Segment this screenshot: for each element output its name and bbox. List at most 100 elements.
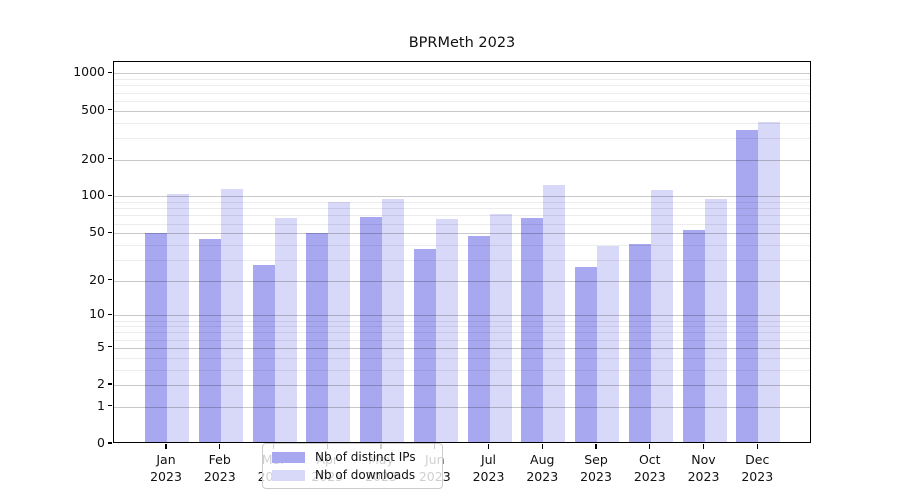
bar-distinct-ips-apr <box>306 233 329 442</box>
bar-downloads-nov <box>704 198 727 442</box>
y-tick-mark <box>107 231 112 233</box>
bar-distinct-ips-nov <box>682 230 705 442</box>
bar-distinct-ips-mar <box>252 265 275 442</box>
bar-downloads-mar <box>274 217 297 442</box>
legend-item-distinct-ips: Nb of distinct IPs <box>272 450 434 464</box>
bar-downloads-dec <box>758 121 781 442</box>
x-tick-mark <box>487 444 490 449</box>
y-tick-label: 200 <box>81 150 105 166</box>
y-tick-label: 0 <box>97 435 105 450</box>
x-tick-mark <box>756 444 758 449</box>
grid-line-minor <box>114 369 810 371</box>
bar-distinct-ips-jul <box>467 236 490 442</box>
y-tick-mark <box>107 346 112 348</box>
grid-line-major <box>114 406 810 408</box>
bar-distinct-ips-dec <box>736 130 759 442</box>
grid-line-minor <box>114 259 810 261</box>
grid-line-major <box>114 385 810 387</box>
bar-downloads-feb <box>220 189 243 442</box>
y-tick-label: 500 <box>81 101 105 117</box>
bar-distinct-ips-aug <box>521 218 544 442</box>
bar-downloads-jan <box>167 193 189 442</box>
x-tick-label: Dec 2023 <box>741 452 774 484</box>
grid-line-minor <box>114 223 810 225</box>
grid-line-major <box>114 347 810 349</box>
grid-line-major <box>114 315 810 317</box>
grid-layer <box>114 62 810 442</box>
bar-downloads-oct <box>650 189 673 442</box>
bar-distinct-ips-jun <box>413 248 436 442</box>
x-tick-label: Jan 2023 <box>150 452 182 484</box>
grid-line-minor <box>114 332 810 334</box>
x-tick-mark <box>702 444 705 449</box>
grid-line-minor <box>114 320 810 322</box>
y-tick-label: 100 <box>81 187 105 203</box>
grid-line-minor <box>114 357 810 359</box>
y-tick-mark <box>107 405 112 407</box>
x-tick-label: Nov 2023 <box>687 452 720 484</box>
legend-swatch-distinct-ips <box>272 451 305 463</box>
y-tick-label: 10 <box>89 306 105 322</box>
grid-line-minor <box>114 85 810 87</box>
y-tick-label: 50 <box>89 224 105 240</box>
grid-line-major <box>114 233 810 235</box>
bar-distinct-ips-feb <box>198 238 221 442</box>
grid-line-major <box>114 110 810 112</box>
bar-downloads-jul <box>489 213 512 442</box>
legend: Nb of distinct IPs Nb of downloads <box>262 443 443 489</box>
bar-downloads-sep <box>597 246 619 442</box>
bar-distinct-ips-jan <box>145 233 167 442</box>
x-tick-mark <box>219 444 221 449</box>
plot-area <box>113 61 811 443</box>
legend-label-downloads: Nb of downloads <box>315 468 416 482</box>
legend-item-downloads: Nb of downloads <box>272 468 434 482</box>
grid-line-minor <box>114 122 810 124</box>
grid-line-major <box>114 73 810 75</box>
y-tick-mark <box>107 442 112 444</box>
chart-title: BPRMeth 2023 <box>408 35 516 51</box>
y-tick-mark <box>107 194 112 197</box>
x-tick-label: Aug 2023 <box>526 452 559 484</box>
grid-line-minor <box>114 100 810 102</box>
grid-line-minor <box>114 79 810 81</box>
bar-distinct-ips-sep <box>575 267 597 442</box>
grid-line-minor <box>114 137 810 139</box>
x-tick-label: Jul 2023 <box>472 452 505 484</box>
grid-line-minor <box>114 339 810 341</box>
bar-downloads-may <box>382 198 404 442</box>
x-tick-mark <box>165 444 167 449</box>
y-tick-label: 1000 <box>73 64 105 80</box>
x-tick-label: Oct 2023 <box>633 452 666 484</box>
grid-line-minor <box>114 92 810 94</box>
grid-line-major <box>114 196 810 198</box>
grid-line-minor <box>114 208 810 210</box>
x-tick-mark <box>541 444 543 449</box>
bar-downloads-apr <box>328 202 351 442</box>
bar-distinct-ips-oct <box>628 243 651 442</box>
x-tick-label: Feb 2023 <box>203 452 236 484</box>
bar-distinct-ips-may <box>360 216 382 442</box>
y-tick-label: 5 <box>97 338 105 354</box>
y-tick-mark <box>107 108 112 111</box>
bar-downloads-aug <box>543 185 566 442</box>
x-tick-label: Sep 2023 <box>580 452 612 484</box>
y-tick-mark <box>107 383 112 385</box>
bars-layer <box>114 62 810 442</box>
y-tick-mark <box>107 279 112 281</box>
y-tick-mark <box>107 71 112 74</box>
grid-line-minor <box>114 326 810 328</box>
bar-downloads-jun <box>435 219 458 442</box>
x-tick-mark <box>649 444 651 449</box>
legend-swatch-downloads <box>272 469 305 481</box>
grid-line-major <box>114 159 810 161</box>
grid-line-major <box>114 280 810 282</box>
y-tick-mark <box>107 313 112 315</box>
y-tick-label: 1 <box>97 397 105 413</box>
x-tick-mark <box>595 444 597 449</box>
grid-line-minor <box>114 215 810 217</box>
y-tick-label: 2 <box>97 376 105 392</box>
grid-line-minor <box>114 244 810 246</box>
grid-line-minor <box>114 202 810 204</box>
legend-label-distinct-ips: Nb of distinct IPs <box>315 450 416 464</box>
